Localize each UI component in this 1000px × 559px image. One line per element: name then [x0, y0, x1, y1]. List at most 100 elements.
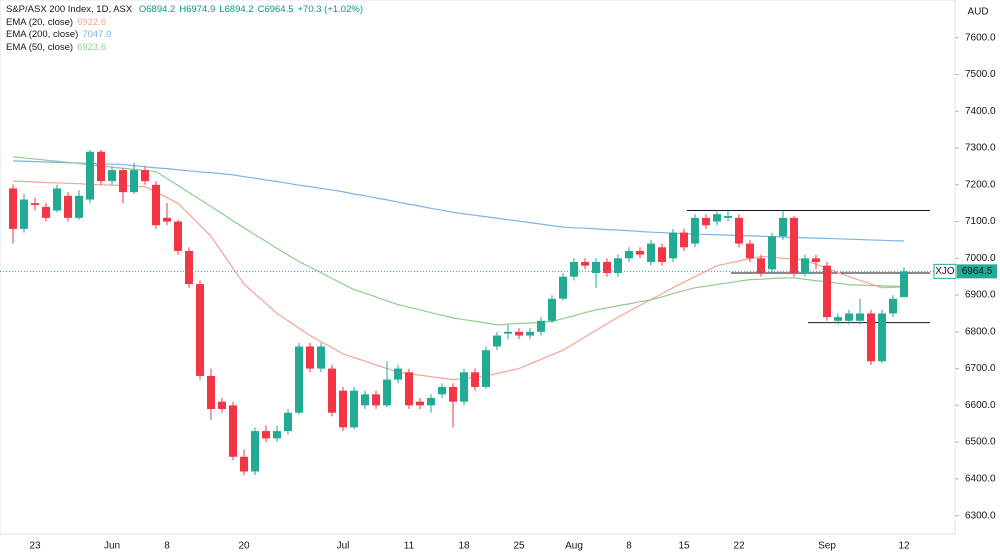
x-tick-label: Aug — [565, 541, 583, 552]
candle-body — [537, 320, 545, 332]
candle-body — [240, 456, 248, 472]
legend-item: EMA (200, close) 7047.0 — [6, 29, 367, 42]
candle-body — [75, 195, 83, 218]
candle-body — [42, 206, 50, 218]
symbol-label: XJO — [935, 266, 955, 277]
candle-body — [317, 346, 325, 369]
legend-title-row: S&P/ASX 200 Index, 1D, ASX O6894.2 H6974.… — [6, 4, 367, 17]
candle-body — [713, 214, 721, 222]
legend-ohlc: O6894.2 — [138, 4, 176, 15]
candle-body — [845, 313, 853, 321]
candle-body — [834, 317, 842, 321]
last-price-label: 6964.5 — [962, 266, 993, 277]
legend-ohlc: H6974.9 — [179, 4, 216, 15]
symbol-badge — [933, 263, 957, 279]
candle-body — [394, 368, 402, 380]
legend-name: EMA (50, close) — [6, 41, 74, 53]
currency-label: AUD — [967, 7, 988, 18]
candle-body — [218, 401, 226, 410]
candle-body — [97, 151, 105, 182]
y-tick-label: 6900.0 — [965, 290, 996, 301]
plot-area — [0, 0, 956, 535]
legend-item: EMA (20, close) 6922.6 — [6, 17, 367, 30]
candle-body — [702, 217, 710, 226]
candle-body — [691, 217, 699, 244]
candle-body — [163, 217, 171, 222]
candle-body — [878, 313, 886, 362]
y-tick-label: 6400.0 — [965, 474, 996, 485]
legend-ohlc: C6964.5 — [257, 4, 294, 15]
x-tick-label: 12 — [898, 541, 910, 552]
ema-line — [12, 160, 905, 242]
candle-body — [449, 386, 457, 402]
y-tick-label: 7500.0 — [965, 69, 996, 80]
y-tick-label: 7200.0 — [965, 179, 996, 190]
candle-body — [493, 335, 501, 347]
y-tick-label: 6700.0 — [965, 363, 996, 374]
candle-body — [812, 258, 820, 262]
candle-body — [295, 346, 303, 413]
candle-body — [196, 284, 204, 376]
candle-body — [328, 368, 336, 413]
candle-body — [207, 375, 215, 410]
candle-body — [658, 247, 666, 262]
x-tick-label: 20 — [238, 541, 250, 552]
candle-body — [680, 232, 688, 248]
candle-body — [867, 313, 875, 362]
candle-body — [592, 261, 600, 274]
candle-body — [416, 401, 424, 406]
legend-value: 7047.0 — [82, 29, 112, 40]
candle-body — [856, 313, 864, 321]
candle-body — [471, 372, 479, 387]
candle-body — [185, 250, 193, 285]
candle-body — [284, 412, 292, 432]
candle-body — [636, 250, 644, 255]
candle-body — [372, 394, 380, 406]
candle-body — [53, 188, 61, 211]
candle-body — [460, 372, 468, 402]
y-tick-label: 7000.0 — [965, 253, 996, 264]
legend-value: 6923.6 — [77, 41, 107, 53]
price-badge — [957, 264, 997, 279]
x-tick-label: Jul — [337, 541, 350, 552]
y-tick-label: 6500.0 — [965, 437, 996, 448]
candle-body — [251, 431, 259, 472]
candle-body — [735, 217, 743, 244]
candle-body — [625, 250, 633, 259]
candle-body — [20, 199, 28, 229]
y-tick-label: 6600.0 — [965, 400, 996, 411]
candle-body — [350, 390, 358, 428]
legend-ohlc: +70.3 (+1.02%) — [297, 4, 364, 15]
legend-item: EMA (50, close) 6923.6 — [6, 42, 367, 55]
candle-body — [119, 170, 127, 193]
candle-body — [174, 221, 182, 251]
x-tick-label: Jun — [104, 541, 120, 552]
candle-body — [570, 261, 578, 277]
candle-body — [273, 431, 281, 439]
candle-body — [504, 331, 512, 334]
legend-name: EMA (200, close) — [6, 29, 79, 40]
candle-body — [889, 298, 897, 314]
candle-body — [548, 298, 556, 321]
y-tick-label: 7300.0 — [965, 143, 996, 154]
y-tick-label: 6300.0 — [965, 510, 996, 521]
legend: S&P/ASX 200 Index, 1D, ASX O6894.2 H6974.… — [6, 4, 367, 54]
candle-body — [9, 188, 17, 229]
candle-body — [427, 397, 435, 406]
y-tick-label: 6800.0 — [965, 326, 996, 337]
legend-name: EMA (20, close) — [6, 16, 74, 28]
candle-body — [768, 236, 776, 270]
candle-body — [482, 350, 490, 387]
candle-body — [559, 276, 567, 299]
candle-body — [141, 170, 149, 182]
candle-body — [152, 184, 160, 226]
x-tick-label: 18 — [458, 541, 470, 552]
candle-body — [361, 394, 369, 406]
candle-body — [108, 170, 116, 182]
candle-body — [724, 216, 732, 218]
candle-body — [757, 258, 765, 274]
x-tick-label: 22 — [733, 541, 745, 552]
x-tick-label: Sep — [818, 541, 836, 552]
candle-body — [64, 195, 72, 218]
candle-body — [801, 258, 809, 274]
